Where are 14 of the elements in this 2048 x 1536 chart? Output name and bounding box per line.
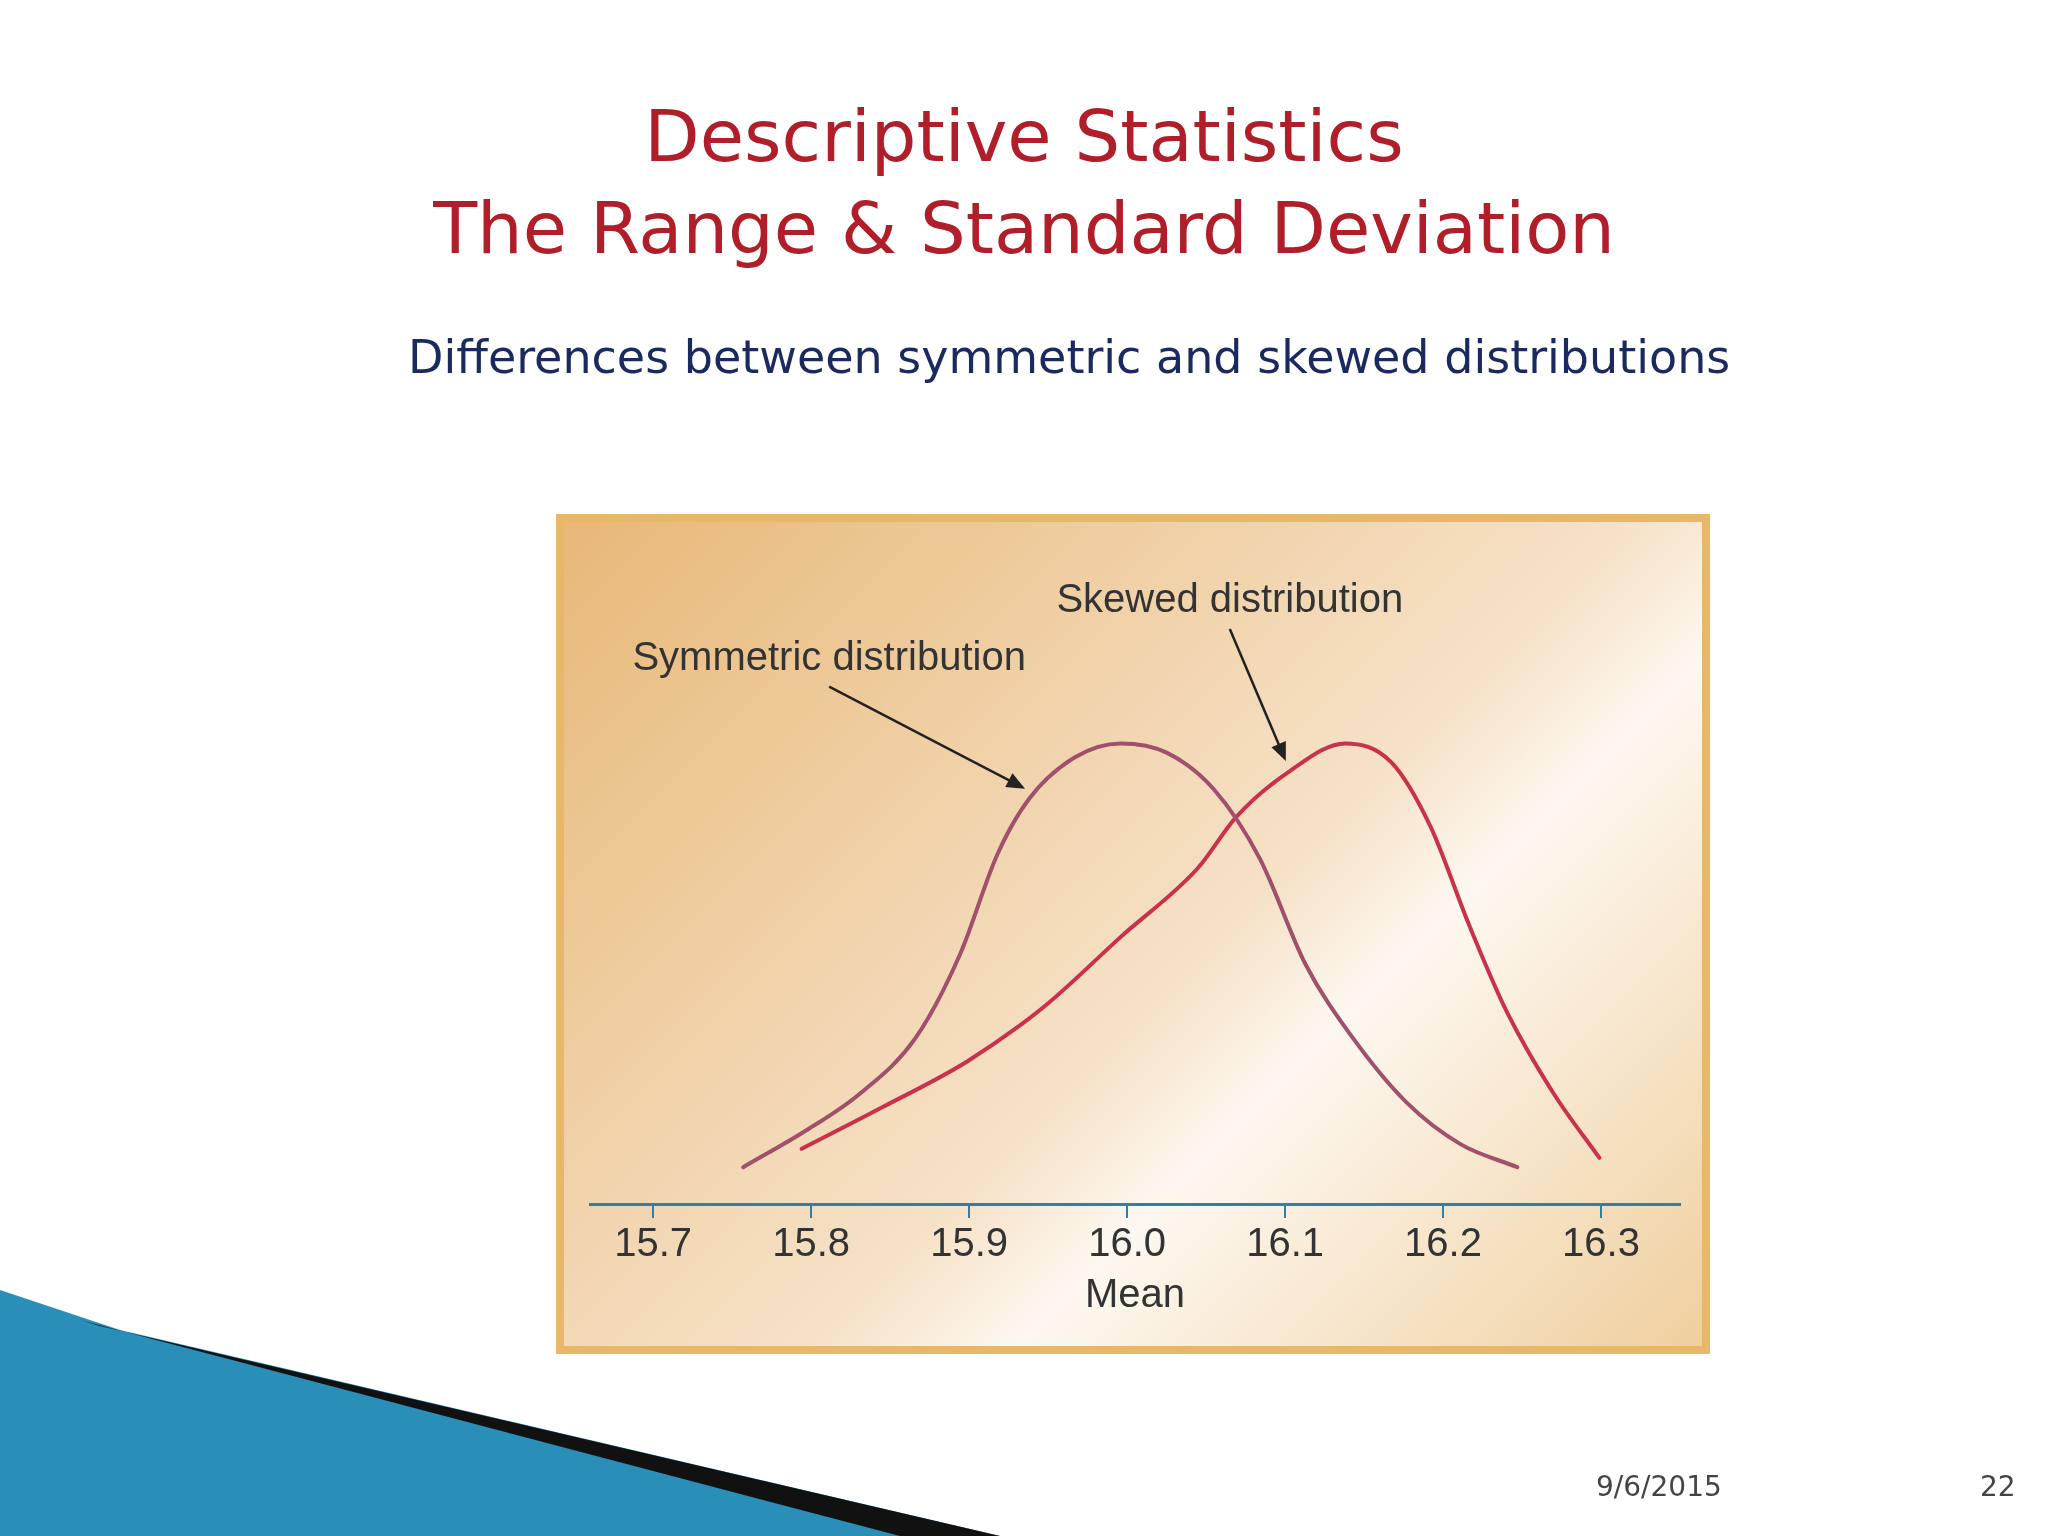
text: 9/6/2015	[1596, 1470, 1722, 1503]
x-tick-label: 16.3	[1562, 1220, 1640, 1265]
x-tick-label: 15.9	[930, 1220, 1009, 1265]
x-tick-label: 15.7	[614, 1220, 693, 1265]
text: Skewed distribution	[1056, 576, 1404, 621]
x-tick-label: 16.1	[1246, 1220, 1324, 1265]
chart-title: Descriptive Statistics The Range & Standard Deviation	[432, 93, 1616, 272]
chart-subtitle: Differences between symmetric and skewed distributions	[408, 330, 1731, 384]
x-tick-label: 16.2	[1404, 1220, 1482, 1265]
text: Symmetric distribution	[632, 633, 1026, 678]
x-tick-label: 16.0	[1088, 1220, 1167, 1265]
text: 22	[1980, 1470, 2016, 1503]
x-tick-label: 15.8	[772, 1220, 851, 1265]
x-axis-title: Mean	[1084, 1271, 1186, 1316]
